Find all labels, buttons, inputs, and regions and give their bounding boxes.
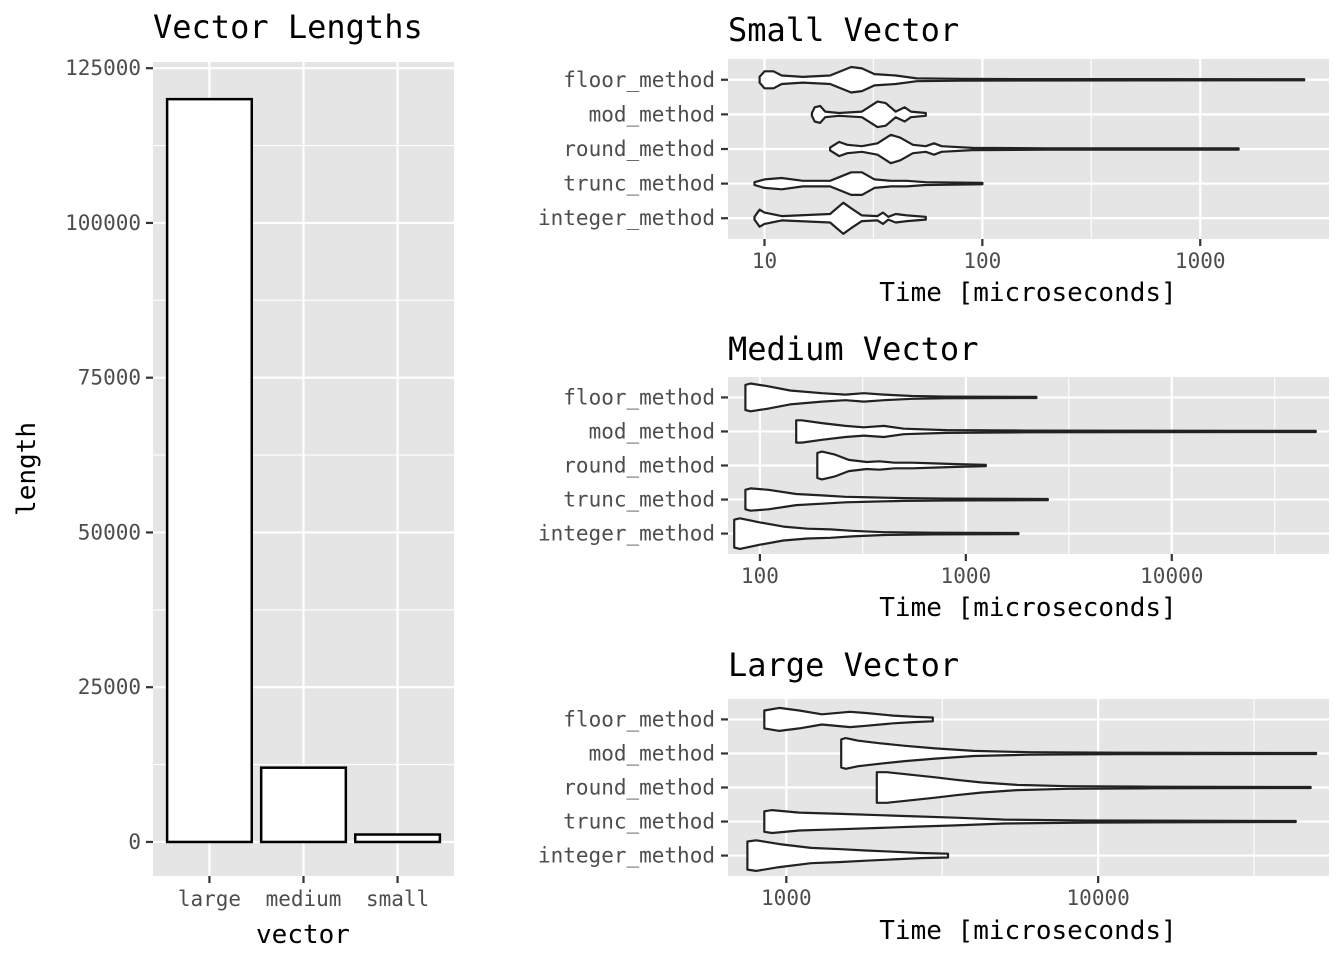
violin-chart-small-vector: 10 100 1000 floor_method mod_method round_met… (538, 11, 1329, 308)
large-vector-y-tick-label: mod_method (589, 741, 715, 765)
bar-chart-y-tick-label: 50000 (78, 520, 141, 544)
large-vector-violin-integer-method (746, 839, 950, 872)
bar-chart-x-tick-label: large (178, 887, 241, 911)
small-vector-x-tick-label: 1000 (1175, 249, 1226, 273)
large-vector-violin-mod-method (840, 737, 1318, 770)
medium-vector-y-tick-label: mod_method (589, 419, 715, 443)
bar-chart-axes: 0 25000 50000 75000 100000 125000 large medium s… (65, 56, 429, 911)
large-vector-x-tick-label: 10000 (1067, 886, 1130, 910)
small-vector-violins (753, 65, 1306, 235)
bar-chart-x-axis-title: vector (256, 920, 350, 950)
bar-chart-y-tick-label: 75000 (78, 366, 141, 390)
large-vector-x-axis-title: Time [microseconds] (879, 916, 1176, 946)
large-vector-violin-floor-method (763, 706, 934, 732)
bar-chart-title: Vector Lengths (153, 8, 423, 46)
large-vector-y-tick-label: integer_method (538, 844, 715, 868)
medium-vector-x-tick-label: 10000 (1140, 564, 1203, 588)
small-vector-x-tick-label: 100 (963, 249, 1001, 273)
bar-chart-x-tick-label: small (366, 887, 429, 911)
medium-vector-y-tick-label: round_method (563, 454, 715, 478)
small-vector-y-tick-label: integer_method (538, 206, 715, 230)
small-vector-y-tick-label: round_method (563, 137, 715, 161)
medium-vector-y-tick-label: trunc_method (563, 488, 715, 512)
large-vector-axes: 1000 10000 floor_method mod_method round_met… (538, 707, 1130, 910)
medium-vector-x-axis-title: Time [microseconds] (879, 593, 1176, 623)
large-vector-y-tick-label: floor_method (563, 707, 715, 731)
small-vector-violin-floor-method (758, 65, 1306, 94)
small-vector-axes: 10 100 1000 floor_method mod_method round_met… (538, 68, 1226, 273)
large-vector-x-tick-label: 1000 (761, 886, 812, 910)
bar-chart-y-tick-label: 25000 (78, 675, 141, 699)
small-vector-violin-integer-method (753, 201, 927, 235)
medium-vector-violin-integer-method (733, 517, 1020, 550)
bar-chart-y-tick-label: 0 (128, 830, 141, 854)
small-vector-x-tick-label: 10 (752, 249, 777, 273)
large-vector-violins (746, 706, 1318, 872)
bar-chart-vector-lengths: 0 25000 50000 75000 100000 125000 large medium s… (12, 8, 454, 950)
large-vector-violin-trunc-method (763, 809, 1297, 835)
small-vector-violin-mod-method (810, 100, 927, 129)
bar-large (165, 97, 254, 844)
bar-chart-bars (165, 97, 442, 844)
small-vector-x-axis-title: Time [microseconds] (879, 278, 1176, 308)
violin-chart-large-vector: 1000 10000 floor_method mod_method round_met… (538, 646, 1329, 946)
bar-chart-y-tick-label: 100000 (65, 211, 141, 235)
bar-chart-y-tick-label: 125000 (65, 56, 141, 80)
medium-vector-y-tick-label: floor_method (563, 385, 715, 409)
large-vector-violin-round-method (875, 771, 1312, 804)
medium-vector-violin-floor-method (744, 382, 1038, 413)
small-vector-y-tick-label: trunc_method (563, 172, 715, 196)
bar-chart-y-axis-title: length (12, 422, 42, 516)
small-vector-title: Small Vector (728, 11, 959, 49)
large-vector-y-tick-label: trunc_method (563, 810, 715, 834)
bar-chart-x-tick-label: medium (266, 887, 342, 911)
large-vector-title: Large Vector (728, 646, 959, 684)
small-vector-y-tick-label: floor_method (563, 68, 715, 92)
medium-vector-violin-trunc-method (744, 487, 1049, 512)
small-vector-violin-trunc-method (753, 171, 984, 196)
bar-medium (259, 766, 348, 844)
bar-small (353, 833, 442, 844)
medium-vector-violin-mod-method (795, 419, 1317, 444)
small-vector-violin-round-method (829, 133, 1240, 165)
medium-vector-x-tick-label: 1000 (941, 564, 992, 588)
violin-chart-medium-vector: 100 1000 10000 floor_method mod_method round_… (538, 330, 1329, 623)
medium-vector-y-tick-label: integer_method (538, 522, 715, 546)
large-vector-y-tick-label: round_method (563, 776, 715, 800)
medium-vector-violin-round-method (816, 450, 987, 481)
medium-vector-axes: 100 1000 10000 floor_method mod_method round_… (538, 385, 1203, 588)
medium-vector-violins (733, 382, 1317, 550)
medium-vector-title: Medium Vector (728, 330, 978, 368)
medium-vector-x-tick-label: 100 (741, 564, 779, 588)
small-vector-y-tick-label: mod_method (589, 102, 715, 126)
